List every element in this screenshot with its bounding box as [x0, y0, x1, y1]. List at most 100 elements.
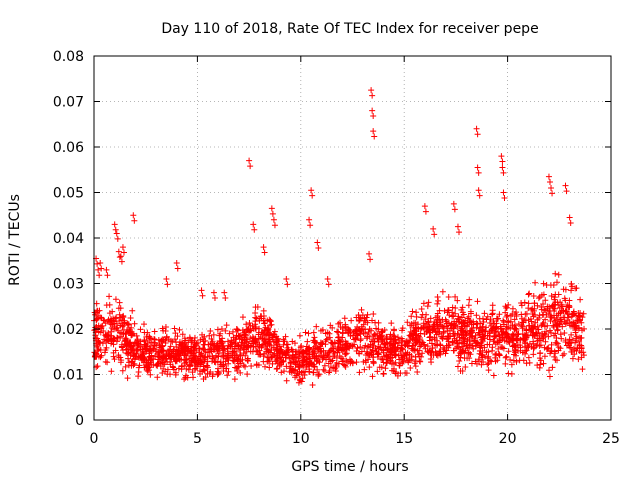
data-point: [375, 351, 382, 358]
data-point: [528, 318, 535, 325]
data-point: [528, 325, 535, 332]
data-point: [322, 350, 329, 357]
data-point: [576, 338, 583, 345]
data-point: [412, 331, 419, 338]
data-point: [213, 344, 220, 351]
data-point: [117, 333, 124, 340]
data-point: [408, 313, 415, 320]
data-point: [560, 286, 567, 293]
data-point: [262, 327, 269, 334]
data-point: [480, 359, 487, 366]
data-point: [466, 296, 473, 303]
data-point: [399, 345, 406, 352]
data-point: [325, 369, 332, 376]
data-point: [548, 292, 555, 299]
data-point: [307, 222, 314, 229]
data-point: [266, 364, 273, 371]
data-point: [346, 342, 353, 349]
data-point: [311, 334, 318, 341]
data-point: [210, 331, 217, 338]
data-point: [446, 327, 453, 334]
data-point: [199, 331, 206, 338]
data-point: [530, 345, 537, 352]
data-point: [137, 326, 144, 333]
data-point: [291, 340, 298, 347]
data-point: [182, 374, 189, 381]
data-point: [162, 355, 169, 362]
data-point: [466, 332, 473, 339]
data-point: [244, 371, 251, 378]
data-point: [505, 338, 512, 345]
data-point: [234, 326, 241, 333]
data-point: [339, 334, 346, 341]
data-point: [469, 342, 476, 349]
data-point: [561, 350, 568, 357]
data-point: [435, 325, 442, 332]
data-point: [414, 321, 421, 328]
data-point: [120, 249, 127, 256]
data-point: [151, 341, 158, 348]
data-point: [131, 320, 138, 327]
data-point: [462, 363, 469, 370]
data-point: [191, 334, 198, 341]
data-point: [104, 331, 111, 338]
data-point: [314, 239, 321, 246]
data-point: [454, 363, 461, 370]
data-point: [378, 364, 385, 371]
data-point: [509, 337, 516, 344]
data-point: [309, 381, 316, 388]
data-point: [141, 321, 148, 328]
data-point: [386, 333, 393, 340]
data-point: [144, 329, 151, 336]
data-point: [104, 272, 111, 279]
data-point: [511, 342, 518, 349]
data-point: [370, 353, 377, 360]
data-point: [481, 310, 488, 317]
data-point: [513, 312, 520, 319]
data-point: [131, 355, 138, 362]
data-point: [98, 265, 105, 272]
data-point: [112, 296, 119, 303]
data-point: [243, 321, 250, 328]
data-point: [484, 341, 491, 348]
data-point: [489, 302, 496, 309]
data-point: [104, 337, 111, 344]
data-point: [523, 360, 530, 367]
data-point: [185, 366, 192, 373]
data-point: [499, 334, 506, 341]
data-point: [380, 359, 387, 366]
data-point: [338, 344, 345, 351]
data-point: [235, 364, 242, 371]
data-point: [333, 354, 340, 361]
data-point: [391, 343, 398, 350]
x-axis-label: GPS time / hours: [291, 459, 408, 475]
data-point: [280, 341, 287, 348]
data-point: [220, 362, 227, 369]
data-point: [378, 355, 385, 362]
data-point: [358, 326, 365, 333]
data-point: [576, 317, 583, 324]
data-point: [551, 353, 558, 360]
data-point: [475, 169, 482, 176]
data-point: [557, 331, 564, 338]
data-point: [217, 338, 224, 345]
data-point: [116, 311, 123, 318]
data-point: [448, 321, 455, 328]
data-point: [551, 301, 558, 308]
data-point: [128, 342, 135, 349]
data-point: [141, 364, 148, 371]
data-point: [565, 339, 572, 346]
data-point: [311, 355, 318, 362]
data-point: [228, 337, 235, 344]
data-point: [547, 314, 554, 321]
data-point: [341, 362, 348, 369]
data-point: [489, 347, 496, 354]
data-point: [483, 324, 490, 331]
data-point: [269, 360, 276, 367]
data-point: [326, 368, 333, 375]
data-point: [526, 290, 533, 297]
data-point: [204, 349, 211, 356]
data-point: [326, 356, 333, 363]
data-point: [343, 350, 350, 357]
data-point: [110, 335, 117, 342]
